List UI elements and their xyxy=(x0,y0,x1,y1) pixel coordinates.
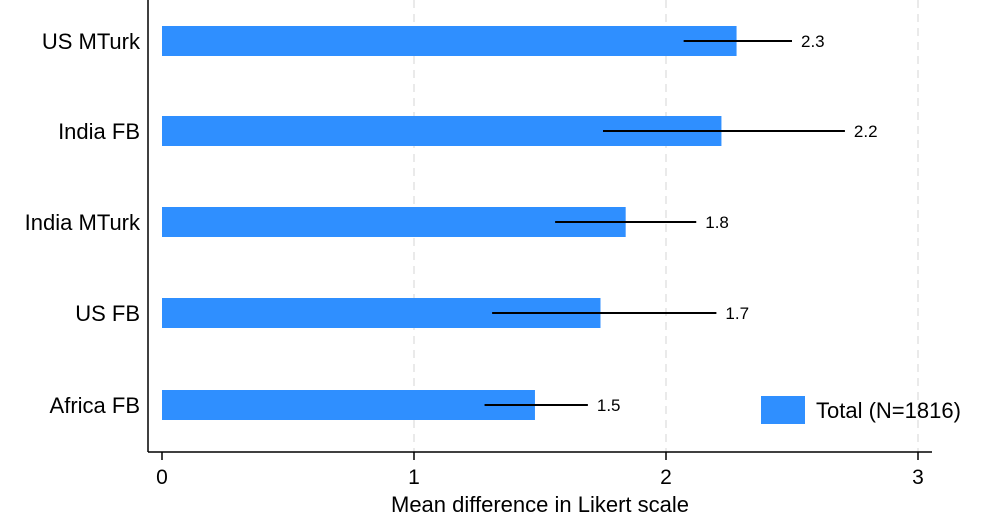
legend-swatch xyxy=(761,396,805,424)
x-tick-label-3: 3 xyxy=(912,466,924,489)
data-labels-group: 2.3 2.2 1.8 1.7 1.5 xyxy=(597,32,878,415)
bar-0 xyxy=(162,26,737,56)
x-ticks-group: 0 1 2 3 xyxy=(156,452,924,489)
axes-group xyxy=(147,0,932,453)
data-label-0: 2.3 xyxy=(801,32,825,51)
data-label-4: 1.5 xyxy=(597,396,621,415)
error-bars-group xyxy=(484,40,845,406)
data-label-1: 2.2 xyxy=(854,122,878,141)
category-label-1: India FB xyxy=(58,119,140,144)
legend: Total (N=1816) xyxy=(761,396,961,424)
x-tick-label-1: 1 xyxy=(408,466,420,489)
bar-4 xyxy=(162,390,535,420)
category-label-3: US FB xyxy=(75,301,140,326)
category-label-4: Africa FB xyxy=(50,393,140,418)
category-label-2: India MTurk xyxy=(25,210,141,235)
x-tick-label-0: 0 xyxy=(156,466,168,489)
bar-2 xyxy=(162,207,626,237)
category-labels-group: US MTurk India FB India MTurk US FB Africa F… xyxy=(25,29,141,418)
category-label-0: US MTurk xyxy=(42,29,141,54)
x-axis-title: Mean difference in Likert scale xyxy=(391,492,689,517)
data-label-3: 1.7 xyxy=(725,304,749,323)
legend-label: Total (N=1816) xyxy=(816,398,961,423)
x-tick-label-2: 2 xyxy=(660,466,672,489)
data-label-2: 1.8 xyxy=(705,213,729,232)
